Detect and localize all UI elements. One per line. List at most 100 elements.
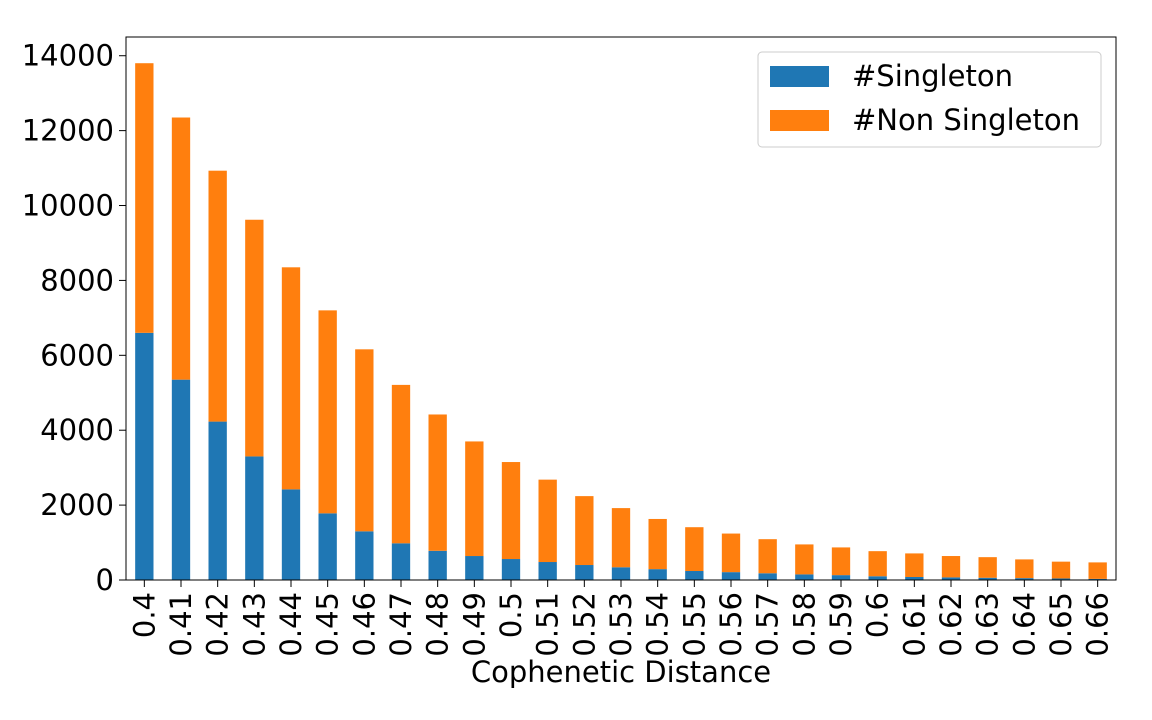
bar-singleton-0.41 (171, 379, 191, 580)
x-tick-label: 0.55 (677, 592, 711, 657)
y-tick-label: 4000 (40, 413, 114, 447)
bar-singleton-0.53 (611, 567, 631, 580)
legend-swatch-singleton (770, 66, 829, 87)
bar-non-singleton-0.4 (135, 63, 154, 333)
bar-singleton-0.56 (721, 572, 741, 580)
bar-non-singleton-0.42 (208, 170, 227, 422)
bar-singleton-0.4 (135, 332, 154, 580)
bar-non-singleton-0.6 (868, 551, 887, 577)
x-axis: 0.4 0.41 0.42 0.43 0.44 0.45 0.46 0.47 0.48 0.49 0… (127, 580, 1115, 657)
bar-non-singleton-0.45 (318, 310, 337, 514)
legend-box (757, 51, 1102, 148)
y-tick-label: 0 (96, 563, 114, 597)
x-tick-label: 0.51 (531, 592, 565, 657)
x-tick-label: 0.48 (421, 592, 455, 657)
x-tick-label: 0.53 (604, 592, 638, 657)
bar-non-singleton-0.55 (685, 527, 704, 572)
x-tick-label: 0.49 (457, 592, 491, 657)
bar-singleton-0.59 (831, 575, 851, 580)
bar-singleton-0.49 (465, 556, 484, 580)
x-tick-label: 0.62 (934, 592, 968, 657)
bar-singleton-0.66 (1088, 578, 1107, 580)
x-tick-label: 0.47 (384, 592, 418, 657)
bar-non-singleton-0.61 (905, 553, 924, 577)
y-tick-label: 8000 (40, 263, 114, 297)
bar-non-singleton-0.58 (795, 544, 814, 575)
x-axis-title: Cophenetic Distance (471, 655, 771, 689)
legend-label-non-singleton: #Non Singleton (852, 103, 1080, 137)
bar-non-singleton-0.62 (941, 556, 961, 578)
bar-singleton-0.5 (501, 559, 521, 580)
bar-non-singleton-0.49 (465, 441, 484, 557)
x-tick-label: 0.54 (641, 592, 675, 657)
x-tick-label: 0.44 (274, 592, 308, 657)
bar-singleton-0.47 (391, 543, 411, 580)
x-tick-label: 0.59 (824, 592, 858, 657)
x-tick-label: 0.41 (164, 592, 198, 657)
y-tick-label: 10000 (22, 189, 114, 223)
bar-singleton-0.43 (245, 456, 264, 580)
y-axis: 0 2000 4000 6000 8000 10000 12000 14000 (22, 39, 126, 597)
x-tick-label: 0.6 (861, 592, 895, 638)
bar-non-singleton-0.47 (391, 384, 411, 544)
legend-swatch-non-singleton (770, 110, 829, 131)
legend: #Singleton #Non Singleton (757, 51, 1102, 148)
x-tick-label: 0.52 (567, 592, 601, 657)
x-tick-label: 0.5 (494, 592, 528, 638)
bar-non-singleton-0.57 (758, 539, 777, 574)
bar-non-singleton-0.53 (611, 508, 631, 568)
x-tick-label: 0.57 (751, 592, 785, 657)
bar-singleton-0.46 (355, 531, 374, 580)
y-tick-label: 14000 (22, 39, 114, 73)
bar-non-singleton-0.64 (1015, 559, 1034, 579)
bar-non-singleton-0.54 (648, 518, 667, 570)
bar-singleton-0.51 (538, 562, 557, 580)
bar-non-singleton-0.65 (1051, 561, 1071, 579)
x-tick-label: 0.66 (1081, 592, 1115, 657)
bar-singleton-0.55 (685, 571, 704, 580)
y-tick-label: 2000 (40, 488, 114, 522)
y-tick-label: 12000 (22, 114, 114, 148)
bar-singleton-0.65 (1051, 578, 1071, 580)
bar-non-singleton-0.44 (281, 267, 301, 490)
bar-non-singleton-0.5 (501, 462, 521, 560)
x-tick-label: 0.63 (971, 592, 1005, 657)
bar-non-singleton-0.66 (1088, 562, 1107, 579)
bar-singleton-0.44 (281, 489, 301, 580)
x-tick-label: 0.43 (237, 592, 271, 657)
x-tick-label: 0.42 (201, 592, 235, 657)
bar-singleton-0.63 (978, 577, 997, 580)
bar-non-singleton-0.41 (171, 117, 191, 380)
x-tick-label: 0.46 (347, 592, 381, 657)
legend-label-singleton: #Singleton (852, 59, 1013, 93)
x-tick-label: 0.61 (897, 592, 931, 657)
x-tick-label: 0.4 (127, 592, 161, 638)
bar-singleton-0.61 (905, 577, 924, 580)
x-tick-label: 0.65 (1044, 592, 1078, 657)
x-tick-label: 0.58 (787, 592, 821, 657)
y-tick-label: 6000 (40, 338, 114, 372)
bar-non-singleton-0.48 (428, 414, 447, 551)
bar-singleton-0.42 (208, 421, 227, 580)
x-tick-label: 0.45 (311, 592, 345, 657)
bar-non-singleton-0.43 (245, 219, 264, 457)
bar-singleton-0.48 (428, 550, 447, 580)
bar-non-singleton-0.63 (978, 557, 997, 578)
bar-singleton-0.6 (868, 576, 887, 580)
x-tick-label: 0.56 (714, 592, 748, 657)
bar-non-singleton-0.51 (538, 479, 557, 563)
bar-singleton-0.52 (575, 565, 594, 580)
x-tick-label: 0.64 (1007, 592, 1041, 657)
bar-non-singleton-0.46 (355, 349, 374, 532)
bar-singleton-0.64 (1015, 578, 1034, 580)
bar-singleton-0.57 (758, 573, 777, 580)
bar-singleton-0.62 (941, 577, 961, 580)
bar-singleton-0.45 (318, 513, 337, 580)
bar-non-singleton-0.52 (575, 496, 594, 566)
bar-singleton-0.54 (648, 569, 667, 580)
bar-singleton-0.58 (795, 574, 814, 580)
bar-non-singleton-0.59 (831, 547, 851, 576)
bars-layer (135, 63, 1107, 580)
bar-non-singleton-0.56 (721, 533, 741, 573)
